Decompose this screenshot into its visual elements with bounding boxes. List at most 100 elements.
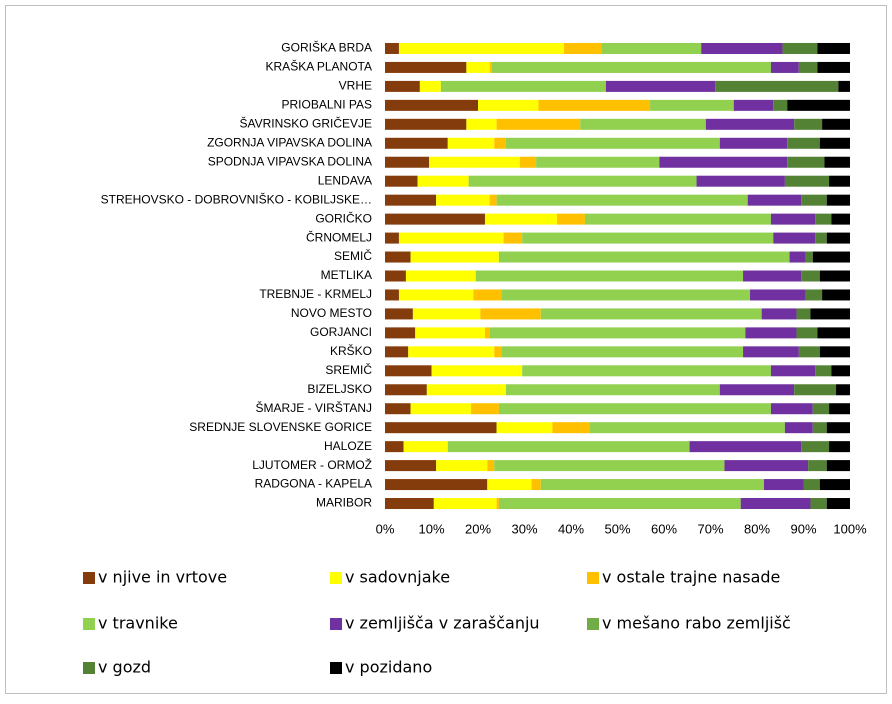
bar-segment (498, 498, 741, 510)
bar-segment (473, 289, 502, 301)
bar-segment (770, 365, 816, 377)
bar-segment (498, 403, 771, 415)
bar-segment (822, 289, 850, 301)
bar-segment (836, 384, 850, 396)
bar-segment (810, 308, 850, 320)
bar-segment (436, 460, 488, 472)
category-label: BIZELJSKO (307, 382, 372, 396)
bar-segment (398, 289, 474, 301)
bar-segment (787, 156, 825, 168)
x-tick-label: 80% (744, 521, 770, 536)
bar-segment (826, 194, 850, 206)
bar-segment (496, 498, 499, 510)
legend-marker (83, 618, 95, 630)
category-label: LJUTOMER - ORMOŽ (252, 457, 372, 472)
bar-segment (385, 232, 399, 244)
bar-segment (433, 498, 497, 510)
bar-segment (770, 61, 799, 73)
bar-segment (385, 479, 488, 491)
bar-segment (385, 346, 409, 358)
bar-segment (429, 156, 520, 168)
bar-segment (745, 327, 797, 339)
bar-segment (815, 213, 832, 225)
bar-segment (552, 422, 590, 434)
category-label: VRHE (339, 79, 372, 93)
bar-segment (471, 403, 499, 415)
bar-segment (540, 479, 764, 491)
bar-segment (812, 251, 850, 263)
bar-segment (385, 61, 467, 73)
bar-segment (580, 118, 706, 130)
bar-segment (505, 384, 720, 396)
bar-segment (787, 137, 820, 149)
bar-segment (478, 99, 539, 111)
legend-label: v gozd (98, 658, 151, 677)
bar-segment (719, 384, 795, 396)
bar-segment (385, 441, 404, 453)
bar-segment (385, 365, 432, 377)
bar-segment (650, 99, 734, 111)
legend-label: v pozidano (345, 658, 432, 677)
x-tick-label: 20% (465, 521, 491, 536)
bar-segment (489, 327, 746, 339)
x-tick-label: 60% (651, 521, 677, 536)
bar-segment (705, 118, 795, 130)
bar-segment (838, 80, 850, 92)
bar-segment (385, 327, 416, 339)
bar-segment (491, 61, 771, 73)
legend-marker (83, 662, 95, 674)
bar-segment (417, 175, 469, 187)
legend-marker (587, 572, 599, 584)
bar-segment (385, 270, 406, 282)
bar-segment (385, 251, 411, 263)
category-label: PRIOBALNI PAS (282, 98, 372, 112)
bar-segment (817, 42, 850, 54)
bar-segment (584, 213, 771, 225)
bar-segment (773, 99, 788, 111)
bar-segment (498, 251, 790, 263)
bar-segment (385, 289, 399, 301)
category-label: SPODNJA VIPAVSKA DOLINA (208, 154, 372, 168)
bar-segment (494, 137, 506, 149)
category-label: STREHOVSKO - DOBROVNIŠKO - KOBILJSKE… (101, 191, 372, 206)
x-tick-label: 90% (790, 521, 816, 536)
bar-segment (589, 422, 785, 434)
bar-segment (385, 308, 413, 320)
bar-segment (801, 194, 827, 206)
category-label: SREMIČ (325, 362, 372, 377)
bar-segment (810, 498, 827, 510)
bar-segment (410, 251, 499, 263)
legend-marker (330, 618, 342, 630)
bar-segment (826, 232, 850, 244)
bar-segment (812, 422, 827, 434)
legend-marker (83, 572, 95, 584)
bar-segment (494, 460, 725, 472)
bar-segment (831, 213, 850, 225)
bar-segment (801, 270, 820, 282)
category-label: KRAŠKA PLANOTA (266, 59, 372, 74)
bar-segment (436, 194, 490, 206)
bar-segment (484, 213, 558, 225)
bar-segment (484, 327, 490, 339)
bar-segment (385, 156, 430, 168)
bar-segment (522, 365, 771, 377)
legend-label: v ostale trajne nasade (602, 568, 780, 587)
bar-segment (538, 99, 651, 111)
bar-segment (466, 118, 497, 130)
bar-segment (826, 422, 850, 434)
bar-segment (796, 327, 818, 339)
bar-segment (763, 479, 804, 491)
bar-segment (796, 308, 811, 320)
bar-segment (494, 346, 502, 358)
bar-segment (605, 80, 716, 92)
category-label: HALOZE (324, 439, 372, 453)
x-tick-label: 30% (511, 521, 537, 536)
bar-segment (519, 156, 537, 168)
bar-segment (385, 422, 497, 434)
bar-segment (496, 422, 553, 434)
bar-segment (794, 384, 837, 396)
bar-segment (412, 308, 481, 320)
category-label: ŠMARJE - VIRŠTANJ (256, 400, 372, 415)
bar-segment (480, 308, 541, 320)
bar-segment (431, 365, 523, 377)
